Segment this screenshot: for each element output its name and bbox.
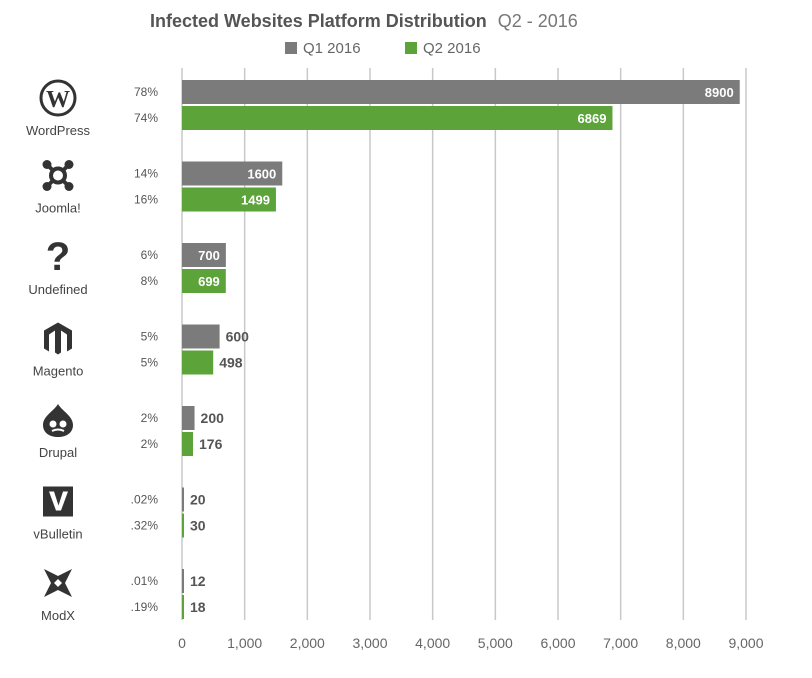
bar-q2 [182, 187, 276, 212]
percent-label: .02% [131, 493, 159, 507]
svg-text:?: ? [46, 235, 70, 279]
percent-label: 16% [134, 193, 158, 207]
svg-text:Infected Websites Platform Dis: Infected Websites Platform Distribution … [150, 11, 578, 31]
percent-label: 78% [134, 85, 158, 99]
bar-q2 [182, 350, 214, 375]
percent-label: 74% [134, 111, 158, 125]
x-tick-label: 4,000 [415, 635, 450, 651]
bar-q2 [182, 432, 194, 456]
x-tick-label: 1,000 [227, 635, 262, 651]
percent-label: 14% [134, 167, 158, 181]
value-label: 1499 [241, 193, 270, 208]
category-label: WordPress [26, 123, 91, 138]
magento-icon [44, 322, 72, 355]
value-label: 8900 [705, 85, 734, 100]
bar-q2 [182, 513, 184, 538]
legend-swatch-2 [405, 42, 417, 54]
value-label: 12 [190, 573, 206, 589]
x-tick-label: 6,000 [540, 635, 575, 651]
chart-title-main: Infected Websites Platform Distribution [150, 11, 487, 31]
svg-text:W: W [46, 87, 70, 113]
percent-label: 5% [141, 330, 159, 344]
x-tick-label: 3,000 [352, 635, 387, 651]
vbulletin-icon [43, 486, 73, 517]
bar-q1 [182, 161, 283, 186]
value-label: 200 [201, 410, 225, 426]
category-label: ModX [41, 608, 75, 623]
chart-title-period: Q2 - 2016 [498, 11, 578, 31]
bar-q2 [182, 269, 226, 293]
category-label: Drupal [39, 445, 77, 460]
category-label: vBulletin [33, 527, 82, 542]
x-tick-label: 7,000 [603, 635, 638, 651]
value-label: 30 [190, 518, 206, 534]
value-label: 699 [198, 274, 220, 289]
x-tick-label: 8,000 [666, 635, 701, 651]
category-label: Joomla! [35, 201, 81, 216]
grid [181, 68, 747, 620]
value-label: 600 [226, 329, 250, 345]
value-label: 6869 [578, 111, 607, 126]
value-label: 700 [198, 248, 220, 263]
percent-label: 6% [141, 248, 159, 262]
modx-icon [44, 569, 72, 597]
chart-title: Infected Websites Platform Distribution … [150, 11, 578, 31]
bar-q1 [182, 569, 184, 593]
value-label: 176 [199, 436, 223, 452]
value-label: 498 [219, 355, 243, 371]
wordpress-icon: W [39, 79, 77, 117]
bar-q2 [182, 595, 184, 619]
legend-swatch-1 [285, 42, 297, 54]
bar-q1 [182, 243, 226, 267]
percent-label: .01% [131, 574, 159, 588]
value-label: 20 [190, 492, 206, 508]
percent-label: 2% [141, 437, 159, 451]
bar-q1 [182, 487, 184, 512]
legend-label-1: Q1 2016 [303, 40, 361, 57]
x-tick-label: 9,000 [728, 635, 763, 651]
x-tick-label: 5,000 [478, 635, 513, 651]
x-tick-label: 2,000 [290, 635, 325, 651]
percent-label: 8% [141, 274, 159, 288]
bar-q2 [182, 106, 613, 130]
value-label: 18 [190, 599, 206, 615]
value-label: 1600 [247, 167, 276, 182]
category-label: Undefined [28, 282, 87, 297]
legend-label-2: Q2 2016 [423, 40, 481, 57]
joomla-icon [42, 160, 74, 191]
category-label: Magento [33, 364, 84, 379]
percent-label: 2% [141, 411, 159, 425]
bar-q1 [182, 80, 740, 104]
bar-q1 [182, 406, 195, 430]
percent-label: 5% [141, 356, 159, 370]
bar-q1 [182, 324, 220, 349]
percent-label: .19% [131, 600, 159, 614]
percent-label: .32% [131, 519, 159, 533]
bars: 78% 8900 74% 6869 14% 1600 16% 1499 6% 700 8% 699 5%… [131, 80, 740, 619]
question-mark-icon: ? [46, 235, 70, 279]
drupal-icon [43, 404, 73, 437]
category-labels: W WordPress Joomla!? Undefined Magento Drupal… [26, 79, 91, 623]
x-axis: 0 1,000 2,000 3,000 4,000 5,000 6,000 7,000 8,00… [178, 635, 764, 651]
legend: Q1 2016 Q2 2016 [285, 40, 481, 57]
x-tick-label: 0 [178, 635, 186, 651]
